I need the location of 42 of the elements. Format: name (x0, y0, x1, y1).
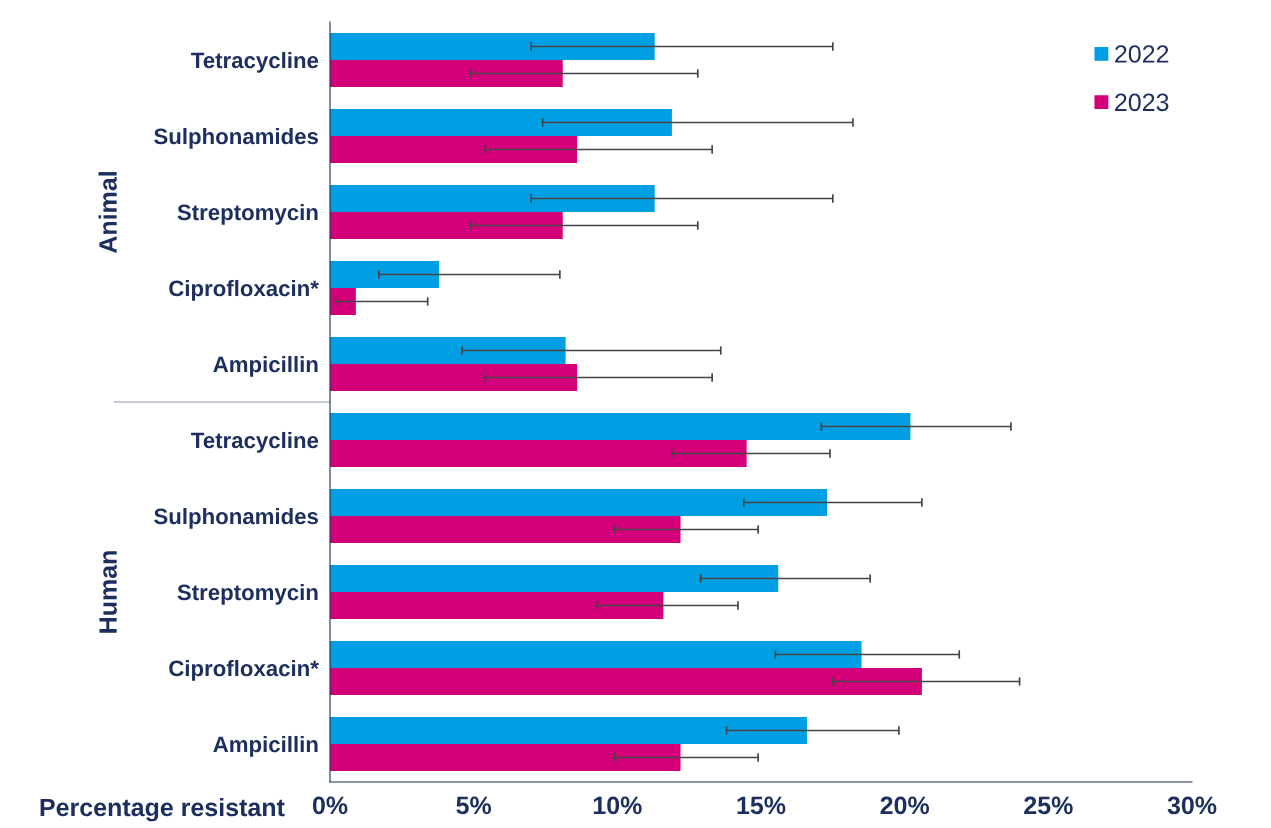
y-tick-label: Sulphonamides (154, 507, 318, 529)
bar (330, 592, 664, 619)
y-tick-label: Ciprofloxacin* (169, 279, 319, 301)
bar (330, 136, 578, 163)
x-tick-label: 20% (880, 796, 930, 815)
x-tick-label: 15% (737, 796, 786, 815)
bar (330, 516, 681, 543)
bar (330, 489, 828, 516)
y-tick-label: Ampicillin (213, 355, 318, 377)
y-tick-label: Sulphonamides (154, 127, 318, 149)
x-tick-label: 25% (1024, 796, 1073, 815)
bar (330, 413, 911, 440)
x-tick-label: 10% (593, 796, 642, 815)
bar (330, 668, 922, 695)
bar (330, 641, 862, 668)
bar (330, 337, 566, 364)
bar (330, 288, 356, 315)
bar (330, 212, 563, 239)
bar (330, 744, 681, 771)
bar (330, 717, 807, 744)
y-tick-label: Streptomycin (177, 203, 318, 225)
legend-label: 2022 (1115, 45, 1169, 63)
bar (330, 33, 655, 60)
bar (330, 60, 563, 87)
text: Human (99, 551, 117, 633)
y-tick-label: Streptomycin (177, 583, 318, 605)
bar (330, 261, 440, 288)
x-axis-title: Percentage resistant (40, 797, 285, 822)
bar (330, 364, 578, 391)
x-tick-label: 5% (456, 796, 492, 815)
bar (330, 565, 779, 592)
x-tick-label: 0% (312, 796, 348, 815)
y-tick-label: Tetracycline (191, 431, 319, 453)
bar (330, 440, 747, 467)
x-tick-label: 30% (1167, 796, 1217, 815)
bar (330, 185, 655, 212)
text: Animal (98, 172, 117, 254)
bar (330, 109, 672, 136)
y-tick-label: Tetracycline (191, 51, 319, 73)
legend-label: 2023 (1115, 93, 1169, 112)
y-tick-label: Ampicillin (213, 735, 318, 757)
y-tick-label: Ciprofloxacin* (169, 659, 319, 681)
